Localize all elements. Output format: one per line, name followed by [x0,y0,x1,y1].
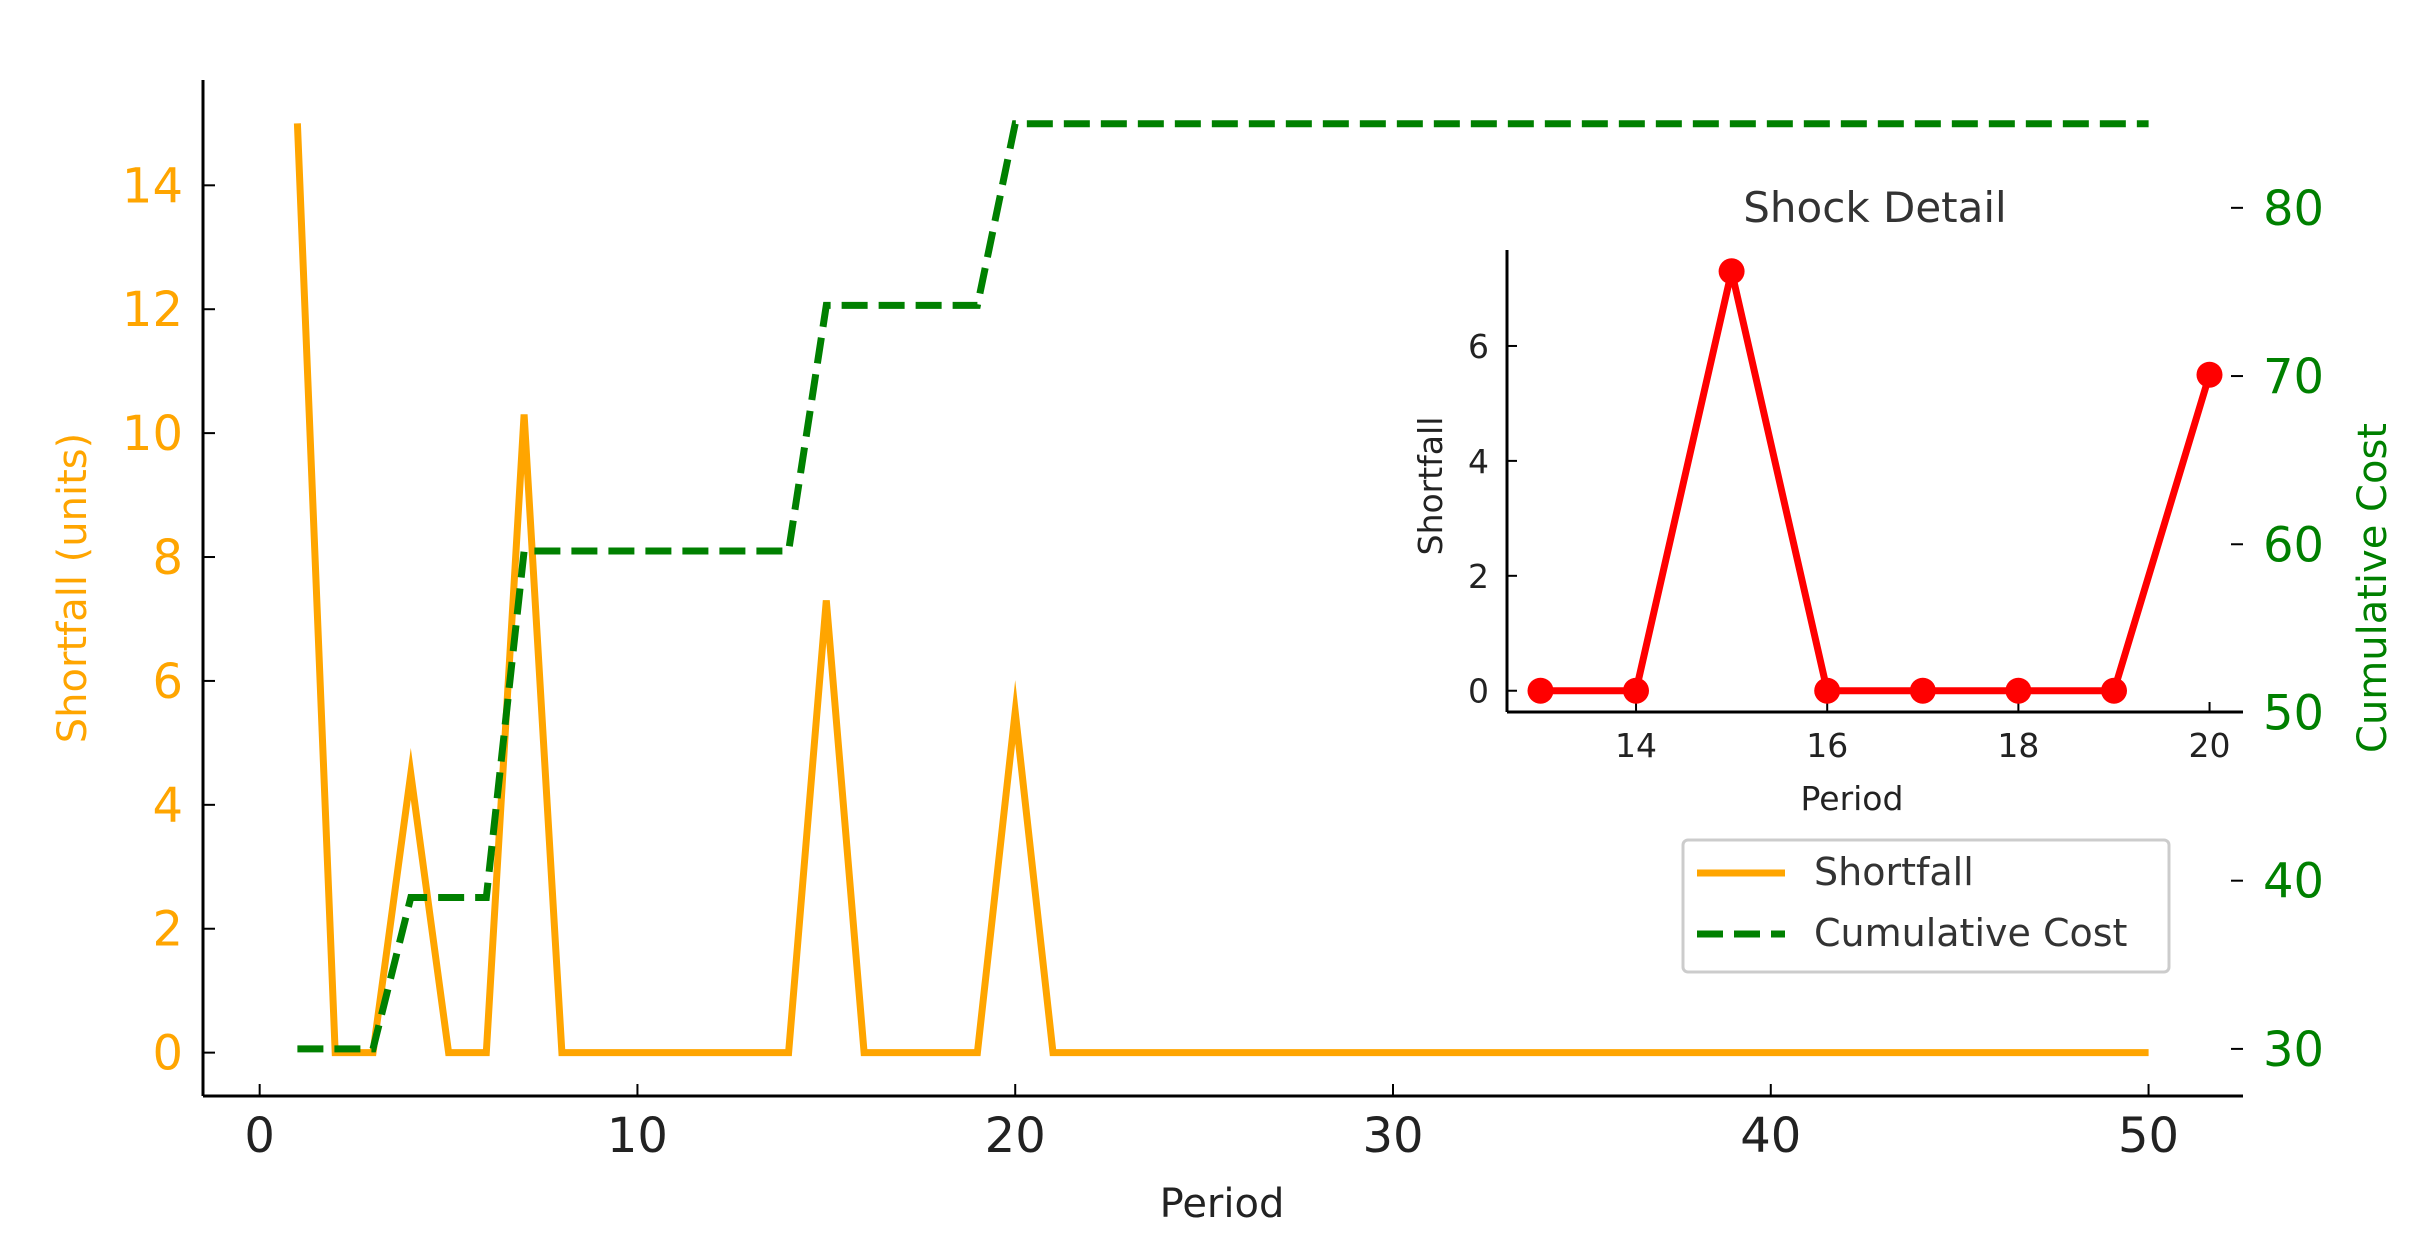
y-axis-right-label: Cumulative Cost [2350,423,2396,753]
y-tick-label-left: 0 [152,1026,183,1082]
y-tick-label-right: 40 [2263,854,2324,910]
legend-box [1681,838,2171,974]
y-tick-label-right: 80 [2263,181,2324,237]
y-tick-label-left: 4 [152,778,183,834]
inset-data-point [2196,361,2223,388]
inset-y-tick-label: 0 [1468,672,1489,711]
inset-series-line [1540,270,2213,695]
legend-label-shortfall: Shortfall [1814,850,1974,894]
inset-data-point [2101,677,2127,704]
y-tick-label-left: 12 [122,282,183,338]
inset-x-ticks: 14 16 18 20 [1615,702,2231,765]
inset-y-axis-label: Shortfall [1411,417,1450,556]
inset-data-point [2005,677,2032,704]
inset-data-point [1909,677,1936,704]
y-tick-label-right: 70 [2263,349,2324,405]
y-tick-label-left: 8 [152,530,183,586]
y-tick-label-left: 10 [122,406,183,462]
x-tick-label: 30 [1362,1108,1423,1164]
x-tick-label: 20 [985,1108,1046,1164]
inset-data-point [1814,677,1841,704]
inset-x-tick-label: 16 [1806,726,1848,765]
inset-data-point [1527,677,1554,704]
y-tick-label-left: 2 [152,902,183,958]
y-axis-left-label: Shortfall (units) [50,433,96,743]
series-line-shortfall [293,123,2149,1057]
x-tick-label: 50 [2118,1108,2179,1164]
legend: Shortfall Cumulative Cost [1681,838,2171,974]
inset-x-axis-label: Period [1801,779,1904,818]
inset-y-tick-label: 2 [1468,557,1489,596]
inset-x-tick-label: 20 [2189,726,2231,765]
inset-x-tick-label: 14 [1615,726,1657,765]
y-ticks-left: 0 2 4 6 8 10 12 14 [122,158,215,1082]
inset-y-tick-label: 4 [1468,442,1489,481]
x-tick-label: 0 [244,1108,275,1164]
x-tick-label: 10 [607,1108,668,1164]
inset-y-tick-label: 6 [1468,327,1489,366]
y-tick-label-right: 30 [2263,1022,2324,1078]
y-tick-label-left: 6 [152,654,183,710]
inset-chart: 14 16 18 20 0 2 4 6 Shock Detail Period Shortf… [1411,183,2243,818]
inset-y-ticks: 0 2 4 6 [1468,327,1517,711]
x-ticks: 0 10 20 30 40 50 [244,1084,2179,1164]
y-tick-label-right: 50 [2263,685,2324,741]
legend-label-cumulative-cost: Cumulative Cost [1814,911,2127,955]
inset-data-point [1623,677,1649,704]
main-series-group [293,120,2149,1057]
inset-title: Shock Detail [1743,183,2006,232]
y-tick-label-right: 60 [2263,517,2324,573]
series-line-cumulative-cost [297,120,2149,1053]
inset-data-point [1718,258,1745,285]
y-ticks-right: 30 40 50 60 70 80 [2231,181,2324,1078]
inset-series-group [1527,258,2223,704]
y-tick-label-left: 14 [122,158,183,214]
inset-x-tick-label: 18 [1997,726,2039,765]
x-axis-label: Period [1160,1181,1285,1227]
x-tick-label: 40 [1740,1108,1801,1164]
